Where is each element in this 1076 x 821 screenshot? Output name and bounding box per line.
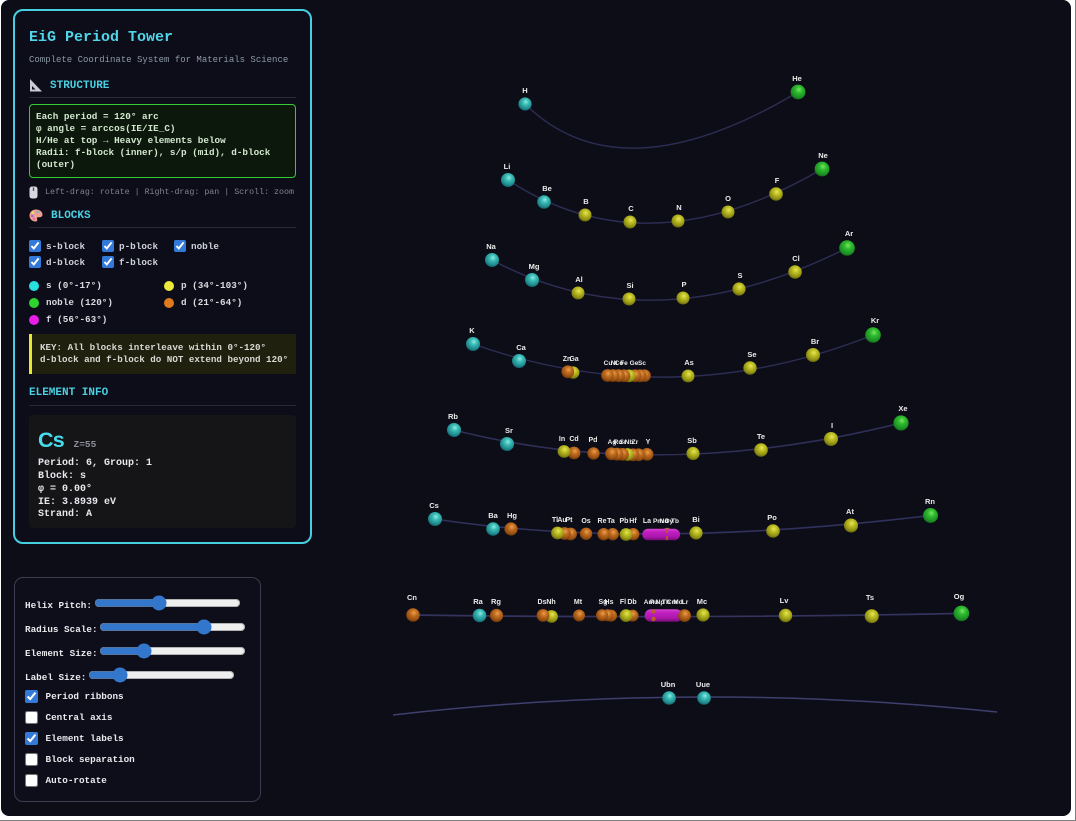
svg-text:Ta: Ta: [607, 518, 615, 525]
svg-text:Sr: Sr: [620, 439, 627, 446]
svg-text:Br: Br: [811, 337, 819, 346]
svg-text:Ni: Ni: [611, 360, 618, 367]
svg-text:Hf: Hf: [629, 518, 637, 525]
svg-text:Pu: Pu: [650, 599, 658, 606]
svg-text:Ge: Ge: [630, 360, 639, 367]
svg-text:B: B: [583, 197, 589, 206]
svg-text:Ba: Ba: [488, 511, 498, 520]
svg-text:Se: Se: [747, 350, 756, 359]
svg-text:Hs: Hs: [605, 599, 614, 606]
svg-text:Ga: Ga: [569, 356, 578, 363]
svg-text:Hg: Hg: [507, 511, 517, 520]
svg-text:Nb: Nb: [625, 439, 634, 446]
svg-text:Bi: Bi: [692, 515, 700, 524]
svg-text:Np: Np: [656, 599, 665, 606]
svg-text:O: O: [725, 194, 731, 203]
svg-text:Pt: Pt: [566, 517, 574, 524]
svg-text:Md: Md: [673, 599, 682, 606]
svg-text:Os: Os: [581, 518, 590, 525]
svg-text:Cu: Cu: [604, 360, 613, 367]
svg-text:Cn: Cn: [407, 593, 417, 602]
svg-text:Sg: Sg: [599, 599, 608, 606]
svg-text:Lv: Lv: [780, 596, 790, 605]
svg-text:Kr: Kr: [871, 316, 879, 325]
svg-text:P: P: [681, 280, 686, 289]
svg-text:Y: Y: [646, 439, 651, 446]
svg-text:At: At: [846, 507, 854, 516]
svg-text:C: C: [628, 204, 634, 213]
svg-text:Cs: Cs: [429, 501, 439, 510]
svg-text:Ne: Ne: [818, 151, 828, 160]
svg-text:Db: Db: [627, 599, 636, 606]
svg-text:Fe: Fe: [620, 360, 628, 367]
svg-text:Am: Am: [644, 599, 655, 606]
svg-text:Cm: Cm: [667, 599, 678, 606]
svg-text:Po: Po: [767, 513, 777, 522]
svg-text:Ru: Ru: [614, 439, 623, 446]
svg-text:Tl: Tl: [552, 517, 558, 524]
svg-text:Zn: Zn: [563, 356, 572, 363]
svg-text:Ra: Ra: [473, 597, 483, 606]
svg-text:Dy: Dy: [665, 518, 674, 525]
svg-text:Co: Co: [615, 360, 624, 367]
svg-text:Sb: Sb: [687, 436, 697, 445]
svg-text:Uue: Uue: [696, 680, 710, 689]
svg-text:S: S: [737, 271, 742, 280]
svg-text:Ar: Ar: [845, 229, 853, 238]
svg-text:He: He: [792, 74, 802, 83]
svg-text:Be: Be: [542, 184, 552, 193]
svg-text:Xe: Xe: [898, 404, 907, 413]
svg-text:Nd: Nd: [660, 518, 669, 525]
svg-text:Ds: Ds: [538, 599, 547, 606]
svg-text:Pm: Pm: [653, 518, 663, 525]
svg-text:N: N: [676, 203, 681, 212]
svg-text:Ts: Ts: [866, 593, 874, 602]
svg-text:Fl: Fl: [620, 599, 626, 606]
svg-text:Au: Au: [557, 517, 566, 524]
svg-text:Pd: Pd: [589, 437, 598, 444]
svg-text:Li: Li: [504, 162, 511, 171]
svg-text:Zr: Zr: [632, 439, 639, 446]
svg-text:Rg: Rg: [491, 597, 501, 606]
svg-text:Al: Al: [575, 275, 583, 284]
svg-text:Ca: Ca: [516, 343, 526, 352]
svg-text:As: As: [684, 358, 694, 367]
svg-text:Nh: Nh: [546, 599, 555, 606]
svg-text:Mg: Mg: [529, 262, 540, 271]
svg-text:F: F: [775, 176, 780, 185]
svg-text:Ubn: Ubn: [661, 680, 676, 689]
svg-text:Pb: Pb: [620, 518, 629, 525]
svg-text:Mc: Mc: [697, 597, 707, 606]
svg-text:Sc: Sc: [638, 360, 646, 367]
svg-text:Mt: Mt: [574, 599, 583, 606]
svg-text:Rb: Rb: [448, 412, 458, 421]
svg-text:Og: Og: [954, 592, 965, 601]
svg-text:I: I: [831, 421, 833, 430]
svg-text:Cd: Cd: [569, 436, 578, 443]
svg-text:Tb: Tb: [671, 518, 679, 525]
svg-text:In: In: [559, 436, 565, 443]
svg-text:Te: Te: [757, 432, 765, 441]
svg-text:Sr: Sr: [505, 426, 513, 435]
svg-text:La: La: [643, 518, 651, 525]
svg-text:Re: Re: [598, 518, 607, 525]
svg-text:Rn: Rn: [925, 497, 935, 506]
svg-text:Th: Th: [662, 599, 670, 606]
svg-text:Si: Si: [626, 281, 633, 290]
svg-text:Na: Na: [486, 242, 496, 251]
svg-text:Lr: Lr: [682, 599, 689, 606]
svg-text:Ag: Ag: [608, 439, 617, 446]
svg-text:H: H: [522, 86, 527, 95]
svg-text:Cl: Cl: [792, 254, 800, 263]
svg-text:K: K: [469, 326, 475, 335]
